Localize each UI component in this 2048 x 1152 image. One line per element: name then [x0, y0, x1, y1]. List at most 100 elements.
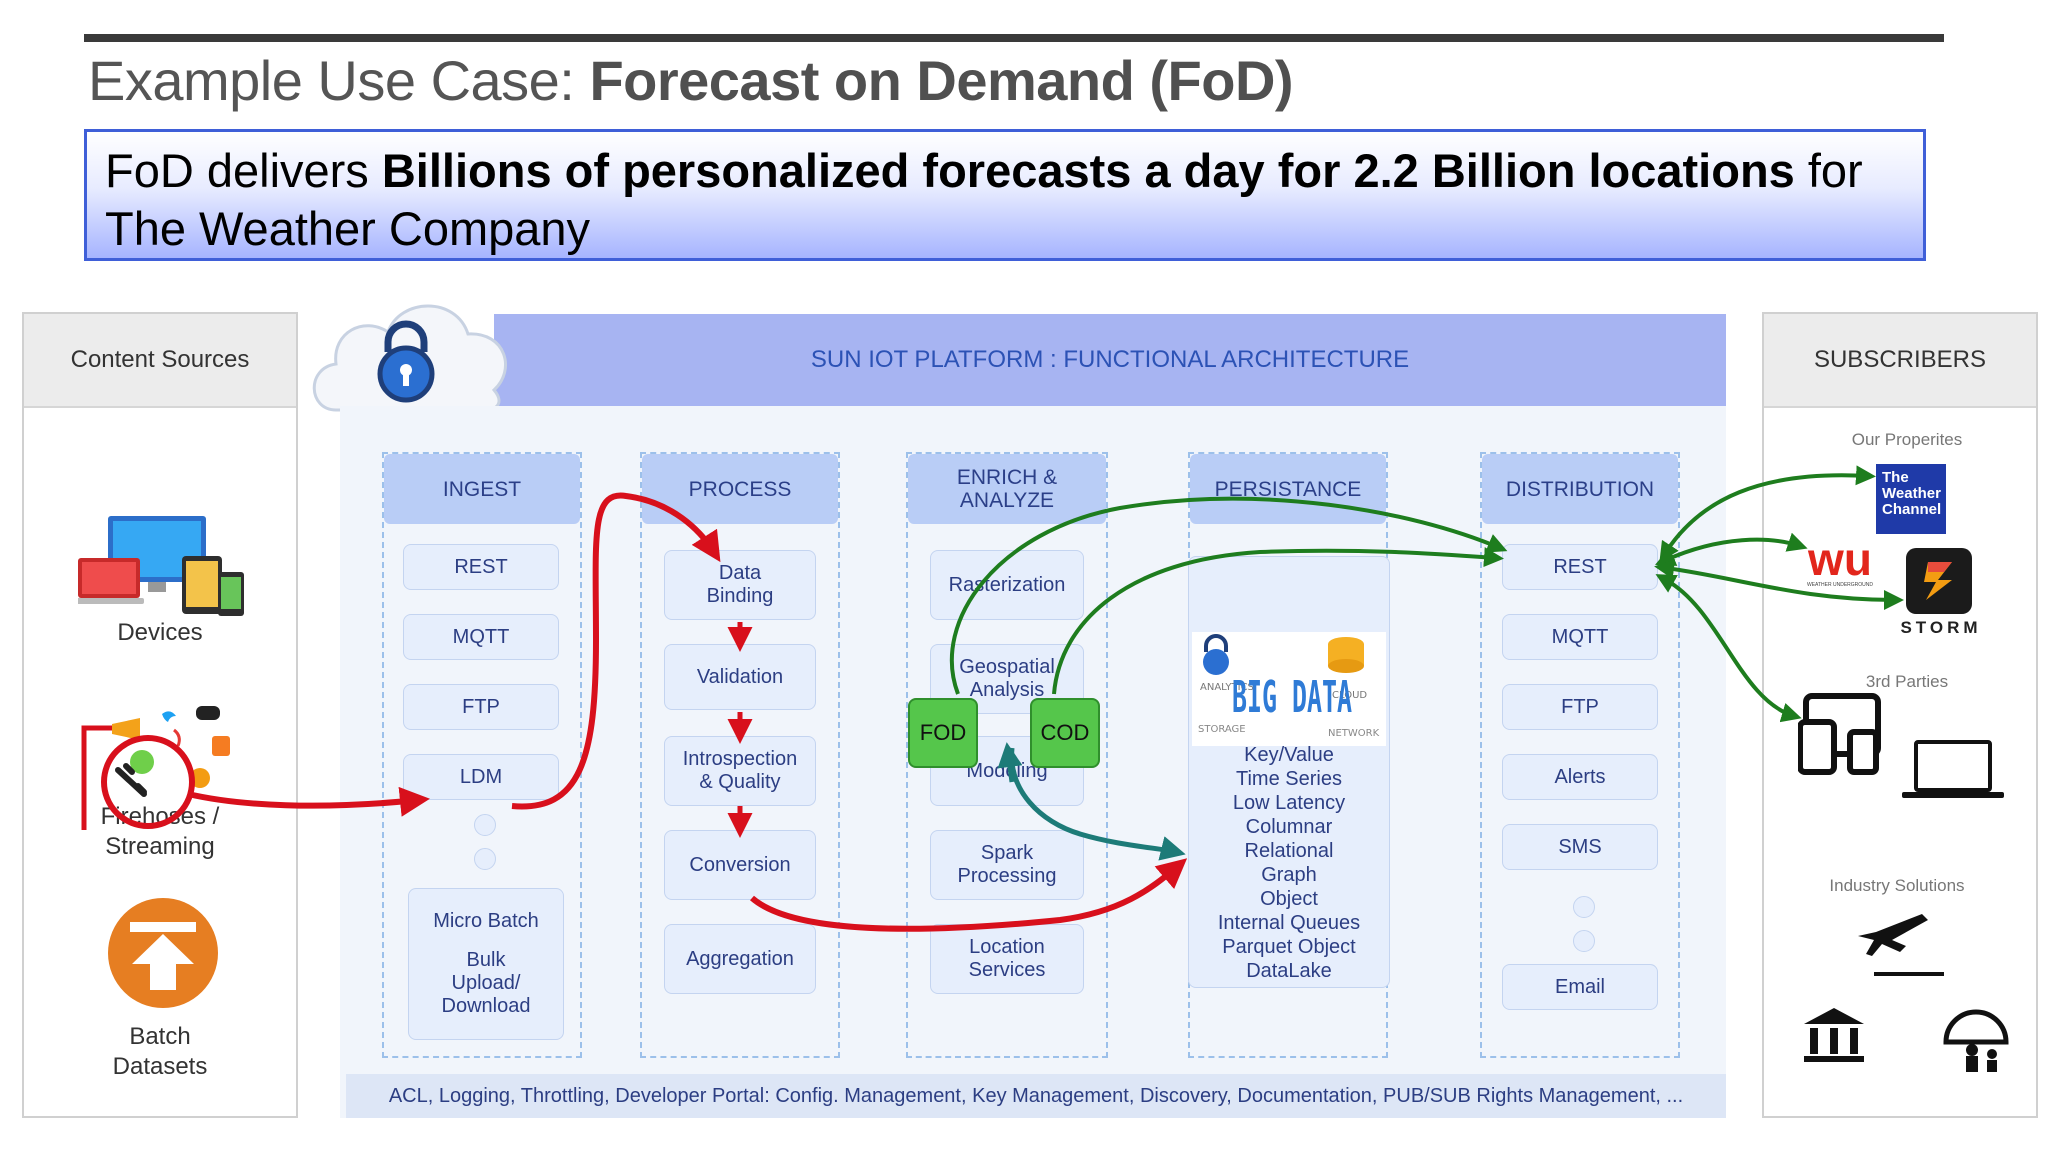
third-parties-label: 3rd Parties	[1865, 672, 1949, 691]
cloud-lock-icon	[312, 304, 507, 412]
industry-solutions-label: Industry Solutions	[1829, 876, 1965, 895]
svg-text:BIG DATA: BIG DATA	[1232, 672, 1352, 723]
storm-logo-text: STORM	[1900, 618, 1982, 637]
dist-ellipsis-dot	[1573, 896, 1595, 918]
platform-footer: ACL, Logging, Throttling, Developer Port…	[346, 1074, 1726, 1118]
persistance-column: PERSISTANCE	[1188, 452, 1388, 1058]
title-plain: Example Use Case:	[88, 49, 590, 112]
cod-box: COD	[1030, 698, 1100, 768]
persistance-stores-box: Key/Value Time Series Low Latency Column…	[1188, 556, 1390, 988]
store-item: Key/Value	[1244, 744, 1334, 766]
ingest-ellipsis-dot	[474, 814, 496, 836]
enrich-column: ENRICH & ANALYZE	[906, 452, 1108, 1058]
arrow-ldm-to-process	[511, 492, 721, 810]
fod-box: FOD	[908, 698, 978, 768]
ingest-batch-line: Upload/	[451, 972, 521, 994]
ingest-ldm: LDM	[403, 754, 559, 800]
industry-icons	[1804, 914, 2009, 1072]
process-data-binding: Data Binding	[664, 550, 816, 620]
enrich-spark: Spark Processing	[930, 830, 1084, 900]
enrich-rasterization: Rasterization	[930, 550, 1084, 620]
bank-icon	[1804, 1008, 1864, 1024]
ingest-batch-box: Micro Batch Bulk Upload/ Download	[408, 888, 564, 1040]
ingest-ellipsis-dot	[474, 848, 496, 870]
svg-text:STORAGE: STORAGE	[1198, 724, 1246, 735]
enrich-location-services: Location Services	[930, 924, 1084, 994]
dist-sms: SMS	[1502, 824, 1658, 870]
batch-label-line2: Datasets	[112, 1053, 208, 1080]
banner-text-bold: Billions of personalized forecasts a day…	[381, 144, 1795, 197]
dist-mqtt: MQTT	[1502, 614, 1658, 660]
ingest-batch-line: Micro Batch	[433, 910, 539, 932]
svg-text:CLOUD: CLOUD	[1332, 690, 1367, 701]
ingest-mqtt: MQTT	[403, 614, 559, 660]
process-introspection: Introspection & Quality	[664, 736, 816, 806]
streaming-label-line2: Streaming	[105, 833, 215, 860]
big-data-wordcloud: ANALYTICS CLOUD BIG DATA STORAGE NETWORK	[1198, 634, 1380, 739]
upload-icon	[108, 898, 218, 1008]
process-aggregation: Aggregation	[664, 924, 816, 994]
store-item: Time Series	[1236, 768, 1342, 790]
devices-label: Devices	[117, 619, 203, 646]
batch-label-line1: Batch	[129, 1023, 191, 1050]
third-party-devices-icon	[1798, 693, 2004, 798]
arrow-rest-third-parties	[1655, 574, 1802, 723]
store-item: DataLake	[1246, 960, 1332, 982]
slide-title: Example Use Case: Forecast on Demand (Fo…	[88, 48, 1294, 113]
twc-logo: The Weather Channel	[1876, 464, 1946, 534]
distribution-title: DISTRIBUTION	[1482, 454, 1678, 524]
subscribers-title: SUBSCRIBERS	[1764, 314, 2036, 408]
airplane-icon	[1858, 914, 1928, 956]
process-conversion: Conversion	[664, 830, 816, 900]
banner-text: FoD delivers Billions of personalized fo…	[105, 142, 1923, 258]
platform-title: SUN IOT PLATFORM : FUNCTIONAL ARCHITECTU…	[810, 346, 1410, 373]
arrow-modeling-to-persistance	[1009, 747, 1186, 861]
dist-email: Email	[1502, 964, 1658, 1010]
ingest-batch-line: Download	[441, 995, 531, 1017]
enrich-title: ENRICH & ANALYZE	[908, 454, 1106, 524]
persistance-title: PERSISTANCE	[1190, 454, 1386, 524]
arrow-cod-to-rest	[1052, 547, 1504, 695]
big-data-image: ANALYTICS CLOUD BIG DATA STORAGE NETWORK	[1192, 632, 1386, 746]
store-item: Graph	[1261, 864, 1317, 886]
store-item: Low Latency	[1232, 792, 1346, 814]
ingest-rest: REST	[403, 544, 559, 590]
our-properties-label: Our Properites	[1851, 430, 1963, 449]
summary-banner: FoD delivers Billions of personalized fo…	[84, 129, 1926, 261]
ingest-title: INGEST	[384, 454, 580, 524]
arrow-up-modeling	[997, 742, 1023, 783]
ingest-ftp: FTP	[403, 684, 559, 730]
storm-logo-icon	[1906, 548, 1972, 614]
store-item: Columnar	[1245, 816, 1333, 838]
content-sources-title: Content Sources	[24, 314, 296, 408]
dist-alerts: Alerts	[1502, 754, 1658, 800]
dist-ellipsis-dot	[1573, 930, 1595, 952]
svg-text:ANALYTICS: ANALYTICS	[1200, 682, 1254, 693]
ingest-batch-line: Bulk	[466, 949, 506, 971]
banner-text-post: for The Weather Company	[105, 144, 1863, 255]
platform-title-bar: SUN IOT PLATFORM : FUNCTIONAL ARCHITECTU…	[494, 314, 1726, 406]
distribution-column: DISTRIBUTION	[1480, 452, 1680, 1058]
title-bold: Forecast on Demand (FoD)	[589, 49, 1294, 112]
store-item: Internal Queues	[1217, 912, 1361, 934]
svg-text:NETWORK: NETWORK	[1328, 728, 1380, 739]
dist-rest: REST	[1502, 544, 1658, 590]
batch-label: Batch Datasets	[22, 1022, 298, 1082]
streaming-icon	[112, 706, 230, 797]
store-item: Relational	[1244, 840, 1334, 862]
arrow-streaming-to-ingest	[187, 786, 430, 817]
title-rule	[84, 34, 1944, 42]
banner-text-pre: FoD delivers	[105, 144, 382, 197]
store-item: Object	[1260, 888, 1318, 910]
umbrella-family-icon	[1943, 1009, 2009, 1045]
storm-mark	[1924, 562, 1952, 600]
arrow-conversion-to-persistance	[750, 858, 1188, 932]
store-item: Parquet Object	[1222, 936, 1356, 958]
ingest-column: INGEST	[382, 452, 582, 1058]
arrow-fod-to-rest	[949, 496, 1508, 695]
devices-icon	[78, 516, 244, 616]
arrow-rest-wu	[1655, 532, 1808, 566]
dist-ftp: FTP	[1502, 684, 1658, 730]
arrow-rest-storm	[1654, 559, 1904, 610]
